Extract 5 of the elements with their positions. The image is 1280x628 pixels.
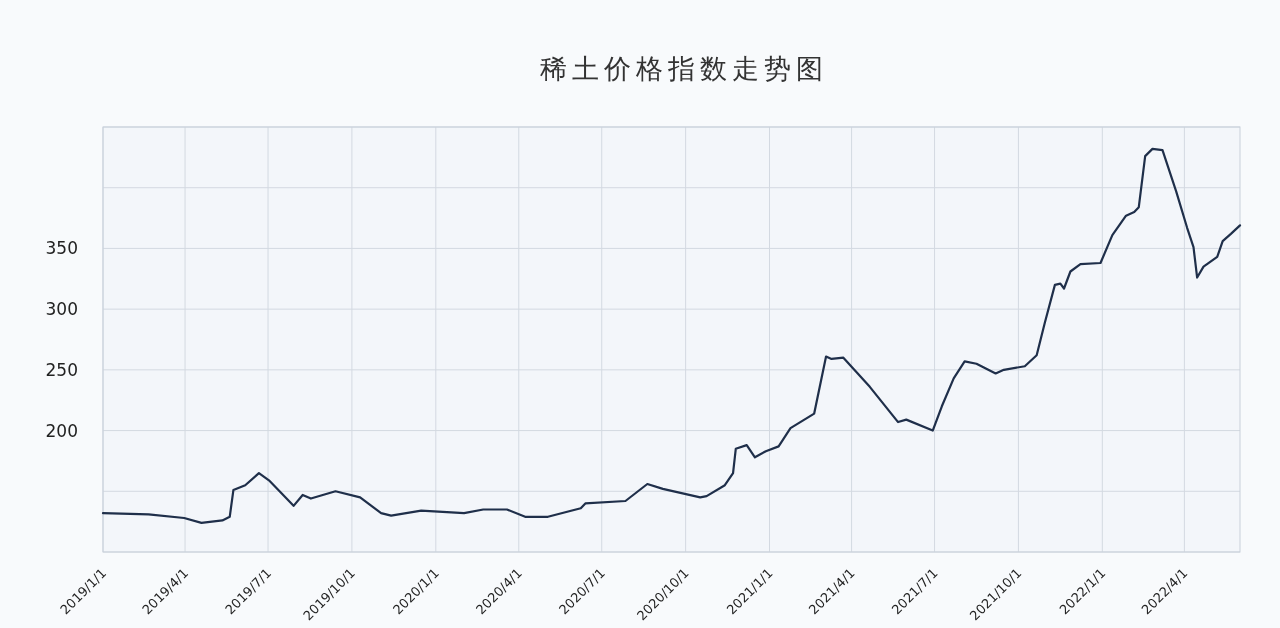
y-tick-label: 250 bbox=[45, 359, 78, 380]
y-tick-label: 300 bbox=[45, 299, 78, 320]
y-tick-label: 350 bbox=[45, 238, 78, 259]
chart-title: 稀土价格指数走势图 bbox=[539, 53, 828, 84]
y-tick-label: 200 bbox=[45, 420, 78, 441]
